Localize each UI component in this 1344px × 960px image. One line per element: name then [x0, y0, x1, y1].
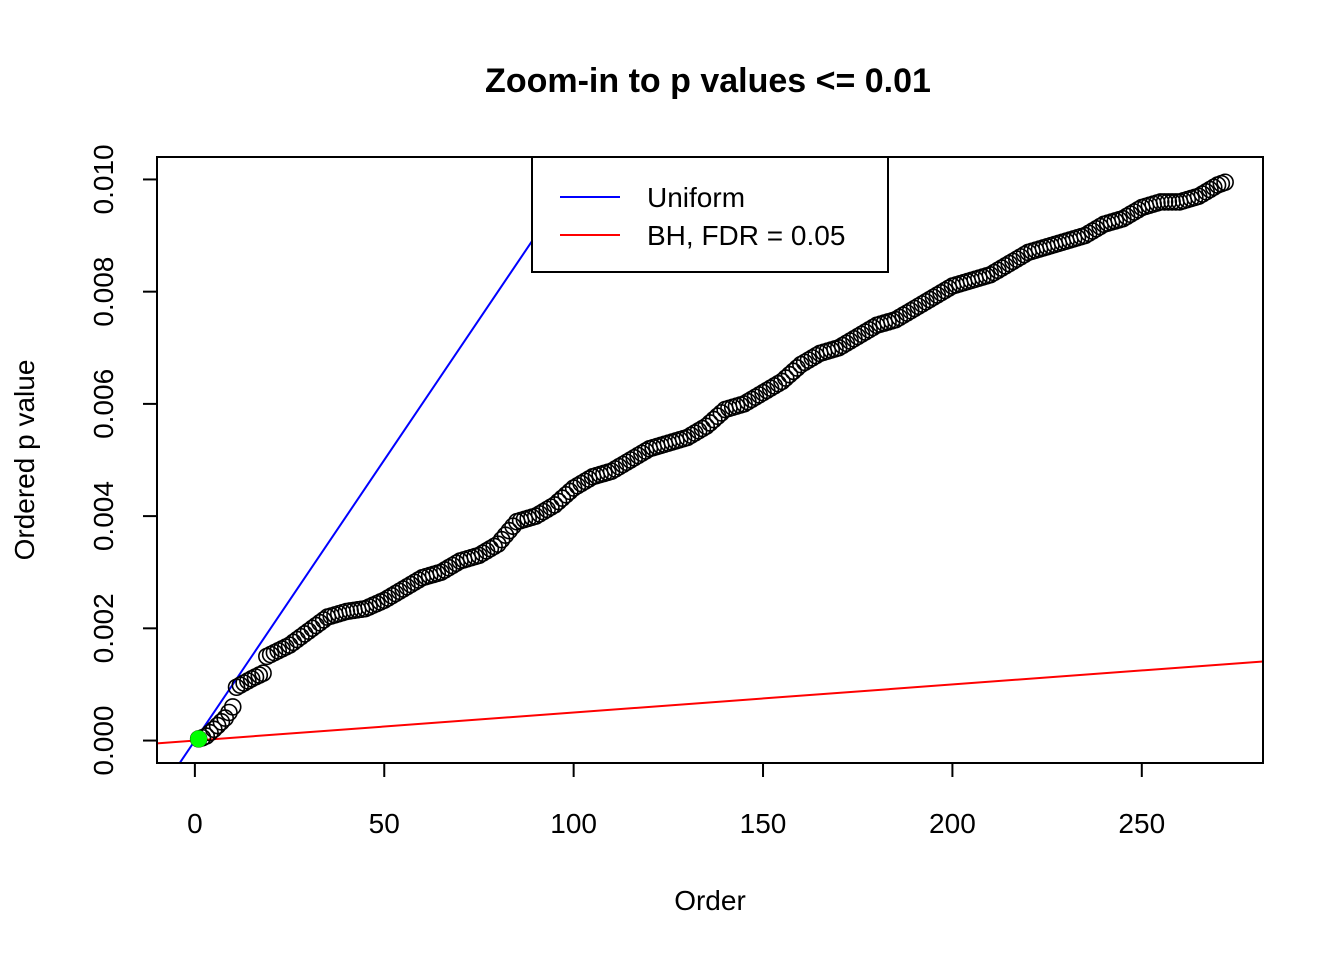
x-tick-label: 100: [550, 808, 597, 839]
data-point: [939, 279, 958, 298]
legend-box: [531, 156, 889, 273]
x-tick-label: 250: [1118, 808, 1165, 839]
data-point: [447, 554, 466, 573]
x-axis-label: Order: [674, 885, 746, 916]
y-tick-label: 0.010: [88, 144, 119, 214]
bh-line: [157, 660, 1263, 745]
y-tick-label: 0.002: [88, 593, 119, 663]
data-point: [1091, 217, 1109, 236]
y-tick-label: 0.000: [88, 706, 119, 776]
data-point: [864, 318, 882, 337]
data-point: [636, 442, 655, 460]
data-point: [1129, 200, 1147, 219]
data-point: [579, 470, 598, 488]
data-point: [1151, 193, 1170, 211]
y-tick-label: 0.006: [88, 369, 119, 439]
x-tick-label: 0: [187, 808, 203, 839]
x-tick-label: 150: [740, 808, 787, 839]
data-point: [1155, 193, 1174, 211]
data-point: [223, 698, 242, 716]
data-point: [409, 571, 428, 589]
y-axis-label: Ordered p value: [9, 360, 40, 561]
legend-label-uniform: Uniform: [647, 182, 745, 213]
data-point: [1216, 173, 1234, 192]
x-tick-label: 200: [929, 808, 976, 839]
data-point: [807, 346, 825, 365]
data-point: [1015, 245, 1034, 264]
legend: Uniform BH, FDR = 0.05: [531, 156, 889, 273]
data-points: [189, 173, 1234, 748]
highlight-points: [190, 730, 208, 748]
x-axis: 0 50 100 150 200 250: [187, 762, 1165, 839]
uniform-line: [178, 157, 591, 763]
significant-point: [190, 730, 208, 748]
y-tick-label: 0.008: [88, 257, 119, 327]
data-point: [220, 703, 238, 722]
reference-lines: [157, 157, 1263, 763]
data-point: [250, 666, 269, 684]
y-axis: 0.000 0.002 0.004 0.006 0.008 0.010: [88, 144, 158, 776]
y-tick-label: 0.004: [88, 481, 119, 551]
data-point: [254, 664, 272, 683]
chart-title: Zoom-in to p values <= 0.01: [485, 62, 931, 100]
legend-label-bh: BH, FDR = 0.05: [647, 220, 845, 251]
x-tick-label: 50: [369, 808, 400, 839]
